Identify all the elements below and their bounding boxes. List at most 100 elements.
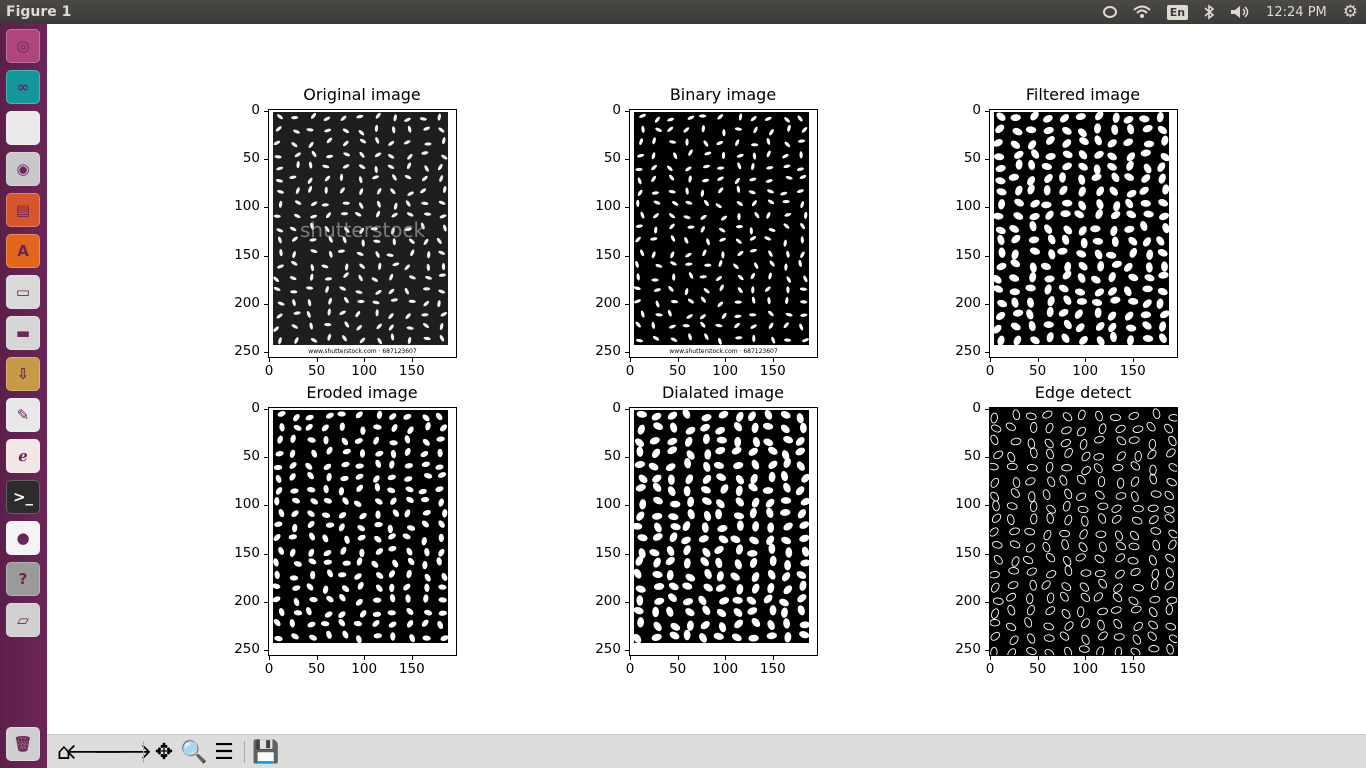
image-binary: [630, 110, 817, 357]
y-tick-label: 150: [595, 544, 621, 561]
x-tick-label: 150: [1119, 661, 1146, 677]
launcher-trash-icon[interactable]: 🗑: [6, 727, 40, 761]
zoom-button[interactable]: 🔍: [180, 738, 208, 766]
launcher-archive-icon[interactable]: ▭: [6, 275, 40, 309]
x-tick-label: 50: [1029, 661, 1047, 677]
x-tick-label: 150: [398, 363, 425, 379]
launcher-help-icon[interactable]: ?: [6, 562, 40, 596]
image-axes[interactable]: shutterstock www.shutterstock.com · 68712…: [268, 109, 457, 358]
y-tick-mark: [264, 111, 268, 112]
y-tick-mark: [985, 601, 989, 603]
y-tick-mark: [264, 303, 268, 305]
launcher-download-box-icon[interactable]: ⇩: [6, 357, 40, 391]
y-tick-mark: [625, 255, 629, 257]
image-edge: [990, 408, 1177, 655]
bluetooth-icon[interactable]: [1204, 4, 1215, 20]
launcher-drive-icon[interactable]: ▱: [6, 603, 40, 637]
y-tick-label: 150: [955, 246, 981, 263]
top-panel: Figure 1 En 12:24 PM ⚙: [0, 0, 1366, 24]
y-tick-mark: [264, 207, 268, 209]
watermark-overlay-text: shutterstock: [299, 218, 426, 242]
window-title: Figure 1: [6, 4, 72, 20]
y-tick-label: 250: [595, 641, 621, 657]
dropbox-icon[interactable]: [1102, 6, 1117, 18]
launcher-text-editor-icon[interactable]: ✎: [6, 398, 40, 432]
x-tick-mark: [1037, 656, 1039, 660]
volume-icon[interactable]: [1230, 5, 1250, 19]
y-tick-mark: [625, 207, 629, 209]
y-tick-label: 200: [234, 294, 260, 311]
x-tick-mark: [364, 358, 366, 362]
y-tick-mark: [264, 457, 268, 459]
x-tick-label: 50: [669, 363, 687, 379]
settings-gear-icon[interactable]: ⚙: [1342, 2, 1358, 22]
forward-button[interactable]: 🡒: [94, 738, 153, 766]
x-tick-mark: [725, 358, 727, 362]
subplot-title: Binary image: [669, 85, 777, 104]
x-tick-mark: [677, 656, 679, 660]
toolbar-separator: [244, 741, 245, 763]
x-tick-mark: [772, 358, 774, 362]
y-tick-mark: [625, 111, 629, 112]
x-tick-label: 150: [759, 363, 786, 379]
launcher-window-icon[interactable]: ▬: [6, 316, 40, 350]
x-tick-mark: [364, 656, 366, 660]
y-tick-label: 250: [955, 343, 981, 359]
keyboard-language-indicator[interactable]: En: [1166, 4, 1189, 20]
launcher-impress-icon[interactable]: ▤: [6, 193, 40, 227]
image-axes[interactable]: [989, 109, 1178, 358]
y-tick-label: 50: [603, 150, 621, 167]
save-button[interactable]: 💾: [252, 738, 280, 766]
home-button[interactable]: ⌂: [50, 738, 78, 766]
x-tick-mark: [990, 358, 991, 362]
y-tick-label: 0: [612, 400, 621, 416]
language-label: En: [1166, 4, 1189, 20]
y-tick-mark: [264, 553, 268, 555]
y-tick-label: 50: [963, 448, 981, 465]
back-button[interactable]: 🡐: [65, 738, 124, 766]
x-tick-label: 50: [308, 363, 326, 379]
launcher-pdf-viewer-icon[interactable]: ℯ: [6, 439, 40, 473]
y-tick-mark: [985, 207, 989, 209]
image-watermark-caption: www.shutterstock.com · 687123607: [269, 348, 456, 355]
image-axes[interactable]: [629, 407, 818, 656]
x-tick-mark: [630, 358, 631, 362]
y-tick-mark: [264, 650, 268, 651]
launcher-ubuntu-dash-icon[interactable]: ◎: [6, 29, 40, 63]
wifi-icon[interactable]: [1133, 5, 1151, 19]
clock[interactable]: 12:24 PM: [1266, 4, 1327, 20]
configure-subplots-button[interactable]: ☰: [210, 738, 238, 766]
y-tick-mark: [264, 255, 268, 257]
image-axes[interactable]: [989, 407, 1178, 656]
x-tick-mark: [1132, 358, 1134, 362]
y-tick-mark: [985, 409, 989, 410]
y-tick-label: 0: [251, 102, 260, 118]
y-tick-label: 200: [595, 592, 621, 609]
y-tick-label: 100: [595, 198, 621, 215]
system-tray: En 12:24 PM ⚙: [1095, 0, 1366, 24]
y-tick-mark: [625, 553, 629, 555]
x-tick-mark: [1132, 656, 1134, 660]
x-tick-label: 100: [351, 661, 378, 677]
launcher-files-blank-icon[interactable]: [6, 111, 40, 145]
pan-button[interactable]: ✥: [150, 738, 178, 766]
launcher-arduino-icon[interactable]: ∞: [6, 70, 40, 104]
y-tick-mark: [264, 505, 268, 507]
launcher-terminal-icon[interactable]: >_: [6, 480, 40, 514]
launcher-software-center-icon[interactable]: A: [6, 234, 40, 268]
x-tick-mark: [990, 656, 991, 660]
launcher-chrome-icon[interactable]: ●: [6, 521, 40, 555]
x-tick-label: 150: [398, 661, 425, 677]
y-tick-label: 100: [955, 496, 981, 513]
image-axes[interactable]: www.shutterstock.com · 687123607: [629, 109, 818, 358]
navigation-toolbar: ⌂ 🡐 🡒 ✥ 🔍 ☰ 💾: [47, 734, 1366, 768]
x-tick-mark: [630, 656, 631, 660]
image-axes[interactable]: [268, 407, 457, 656]
sliders-icon: ☰: [214, 739, 234, 765]
launcher-camera-icon[interactable]: ◉: [6, 152, 40, 186]
y-tick-mark: [985, 505, 989, 507]
y-tick-mark: [264, 352, 268, 353]
x-tick-label: 100: [712, 661, 739, 677]
y-tick-label: 100: [234, 496, 260, 513]
y-tick-mark: [985, 352, 989, 353]
